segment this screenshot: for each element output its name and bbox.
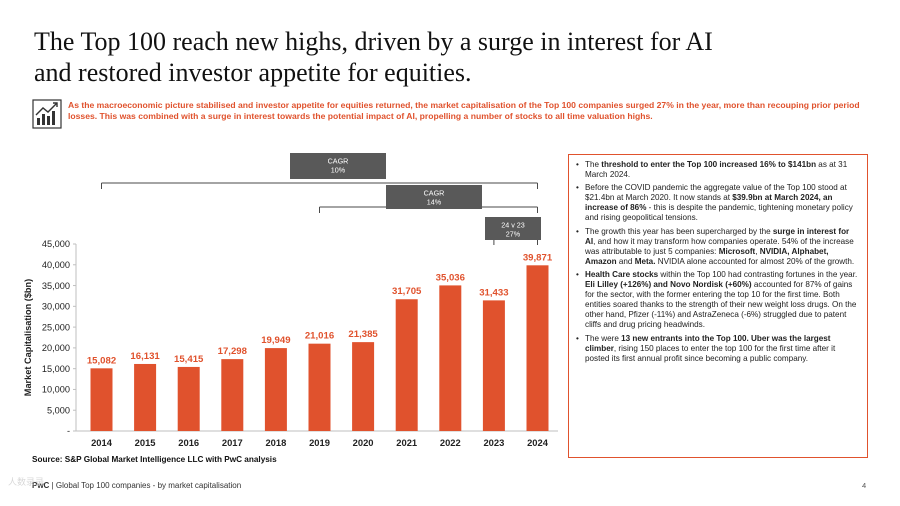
y-tick-label: 35,000 xyxy=(42,281,70,291)
bar-value-label: 19,949 xyxy=(261,335,290,346)
footer-brand: PwC xyxy=(32,481,50,490)
y-tick-label: 30,000 xyxy=(42,302,70,312)
footer-separator: | xyxy=(49,481,56,490)
bar-value-label: 15,082 xyxy=(87,355,116,366)
commentary-bullet-3: The growth this year has been supercharg… xyxy=(576,227,858,267)
commentary-segment: Meta. xyxy=(634,256,656,266)
y-tick-label: 45,000 xyxy=(42,239,70,249)
commentary-segment: Microsoft xyxy=(718,246,756,256)
commentary-segment: The xyxy=(585,160,602,169)
bar-value-label: 21,016 xyxy=(305,331,334,342)
market-cap-bar-chart: - 5,000 10,000 15,000 20,000 25,000 30,000 35,0… xyxy=(23,153,558,448)
source-note: Source: S&P Global Market Intelligence L… xyxy=(32,455,277,464)
bar-2016 xyxy=(177,366,200,431)
commentary-segment: NVIDIA, Alphabet, Amazon xyxy=(585,246,829,266)
commentary-segment: within the Top 100 had contrasting fortu… xyxy=(658,269,858,279)
bar-2019 xyxy=(308,343,331,431)
commentary-bullet-5: The were 13 new entrants into the Top 10… xyxy=(576,334,858,364)
y-tick-label: 25,000 xyxy=(42,322,70,332)
commentary-segment: The growth this year has been supercharg… xyxy=(585,226,773,236)
bar-2021 xyxy=(395,299,418,431)
x-tick-label: 2018 xyxy=(265,437,286,448)
commentary-segment: and xyxy=(616,256,635,266)
commentary-segment: Before the COVID pandemic the aggregate … xyxy=(585,183,847,203)
page-number: 4 xyxy=(862,481,867,490)
x-tick-label: 2014 xyxy=(91,437,113,448)
bar-value-label: 15,415 xyxy=(174,354,204,365)
commentary-segment: as at 31 March 2024. xyxy=(585,160,848,180)
commentary-segment: surge in interest for AI xyxy=(585,226,850,246)
bar-value-label: 31,705 xyxy=(392,286,422,297)
x-tick-label: 2019 xyxy=(309,437,330,448)
x-tick-label: 2022 xyxy=(440,437,461,448)
x-tick-label: 2016 xyxy=(178,437,199,448)
annotation-label: CAGR xyxy=(328,157,349,166)
bar-value-label: 16,131 xyxy=(130,351,160,362)
x-tick-label: 2015 xyxy=(135,437,156,448)
y-tick-label: 20,000 xyxy=(42,343,70,353)
bar-value-label: 39,871 xyxy=(523,252,553,263)
commentary-bullet-2: Before the COVID pandemic the aggregate … xyxy=(576,183,858,223)
annotation-value: 10% xyxy=(331,166,346,175)
bar-value-label: 21,385 xyxy=(348,329,378,340)
footer-text: Global Top 100 companies - by market cap… xyxy=(55,481,242,490)
x-tick-label: 2017 xyxy=(222,437,243,448)
x-tick-label: 2020 xyxy=(353,437,374,448)
slide-title-line-2: and restored investor appetite for equit… xyxy=(34,58,472,87)
bar-2023 xyxy=(482,300,505,431)
bar-2022 xyxy=(439,285,462,431)
slide-title: The Top 100 reach new highs, driven by a… xyxy=(34,26,874,88)
commentary-segment: , and how it may transform how companies… xyxy=(585,236,854,256)
y-tick-label: 10,000 xyxy=(42,385,70,395)
commentary-segment: Eli Lilley (+126%) and Novo Nordisk (+60… xyxy=(585,280,752,290)
footer: PwC | Global Top 100 companies - by mark… xyxy=(32,481,241,490)
commentary-bullet-1: The threshold to enter the Top 100 incre… xyxy=(576,160,858,180)
commentary-segment: , rising 150 places to enter the top 100… xyxy=(585,343,836,363)
annotation-label: 24 v 23 xyxy=(501,221,525,230)
annotation-value: 27% xyxy=(506,230,521,239)
commentary-segment: 13 new entrants into the Top 100. Uber w… xyxy=(585,333,831,353)
annotation-label: CAGR xyxy=(424,189,445,198)
y-tick-label: 40,000 xyxy=(42,260,70,270)
commentary-box: The threshold to enter the Top 100 incre… xyxy=(568,154,868,458)
bar-value-label: 35,036 xyxy=(436,272,465,283)
bar-2018 xyxy=(264,348,287,431)
slide-title-line-1: The Top 100 reach new highs, driven by a… xyxy=(34,27,713,56)
intro-text: As the macroeconomic picture stabilised … xyxy=(68,100,860,122)
watermark: 人数录录 xyxy=(8,477,45,487)
bar-2024 xyxy=(526,265,549,431)
y-tick-label: 15,000 xyxy=(42,364,70,374)
commentary-list: The threshold to enter the Top 100 incre… xyxy=(576,160,858,364)
annotation-box xyxy=(290,153,386,179)
y-tick-label: 5,000 xyxy=(47,405,70,415)
commentary-segment: $39.9bn at March 2024, an increase of 86… xyxy=(585,193,833,213)
commentary-segment: Health Care stocks xyxy=(585,269,659,279)
annotation-box xyxy=(485,217,541,240)
commentary-segment: , xyxy=(755,246,760,256)
annotation-value: 14% xyxy=(427,198,442,207)
commentary-segment: accounted for 87% of gains for the secto… xyxy=(585,280,857,330)
bar-value-label: 17,298 xyxy=(218,346,248,357)
commentary-segment: threshold to enter the Top 100 increased… xyxy=(601,160,817,169)
y-axis-title: Market Capitalisation ($bn) xyxy=(23,279,33,396)
x-tick-label: 2021 xyxy=(396,437,417,448)
bar-2020 xyxy=(352,342,375,431)
bar-2017 xyxy=(221,359,244,431)
bar-2014 xyxy=(90,368,113,431)
growth-chart-icon xyxy=(32,99,62,129)
x-tick-label: 2024 xyxy=(527,437,549,448)
y-tick-label: - xyxy=(67,426,70,436)
commentary-segment: - this is despite the pandemic, tighteni… xyxy=(585,203,853,223)
commentary-bullet-4: Health Care stocks within the Top 100 ha… xyxy=(576,270,858,331)
annotation-box xyxy=(386,185,482,209)
bar-2015 xyxy=(134,363,157,431)
commentary-segment: NVIDIA alone accounted for almost 20% of… xyxy=(655,256,855,266)
commentary-segment: The were xyxy=(585,333,622,343)
x-tick-label: 2023 xyxy=(483,437,504,448)
bar-value-label: 31,433 xyxy=(479,287,508,298)
